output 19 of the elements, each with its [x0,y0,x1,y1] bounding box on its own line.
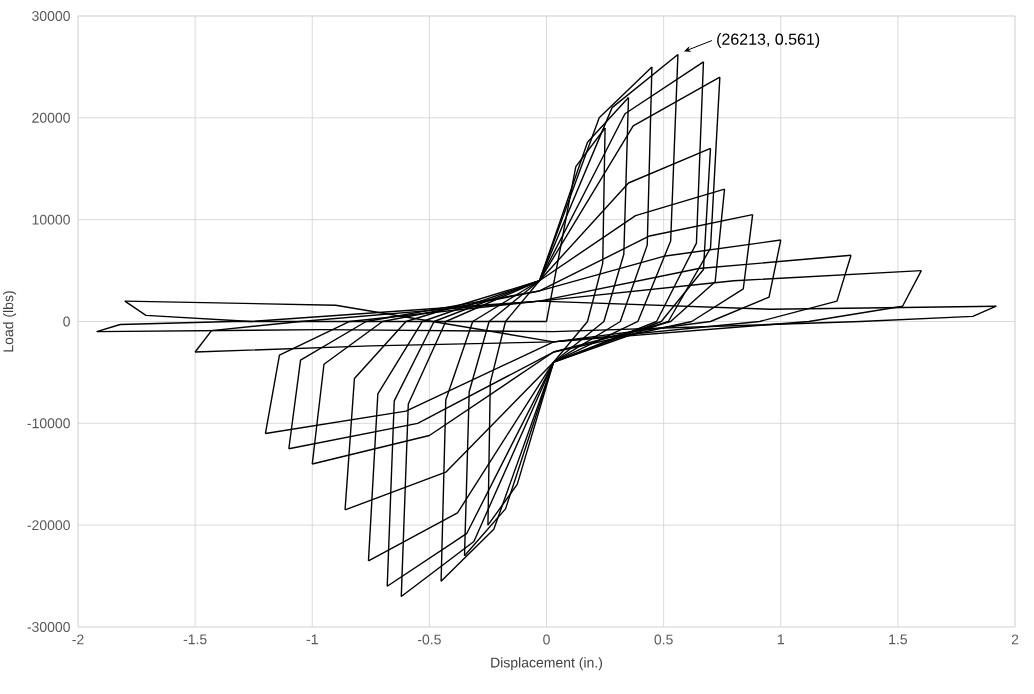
y-tick-label: 10000 [32,214,70,225]
y-tick-label: 20000 [32,112,70,123]
x-tick-label: 1.5 [889,634,908,645]
y-axis-title: Load (lbs) [3,291,17,352]
x-tick-label: -0.5 [417,634,441,645]
x-axis-title: Displacement (in.) [491,657,603,671]
x-tick-label: 1 [777,634,784,645]
x-tick-label: 0 [543,634,550,645]
annotation: (26213, 0.561) [717,33,820,49]
y-tick-label: -20000 [27,520,70,531]
y-tick-label: -30000 [27,622,70,632]
x-tick-label: -2 [72,634,84,645]
y-tick-label: 0 [63,316,70,327]
x-tick-label: -1.5 [183,634,207,645]
x-tick-label: 2 [1011,634,1019,645]
y-tick-label: -10000 [27,418,70,429]
x-tick-label: -1 [306,634,318,645]
y-tick-label: 30000 [32,11,70,21]
x-tick-label: 0.5 [654,634,673,645]
